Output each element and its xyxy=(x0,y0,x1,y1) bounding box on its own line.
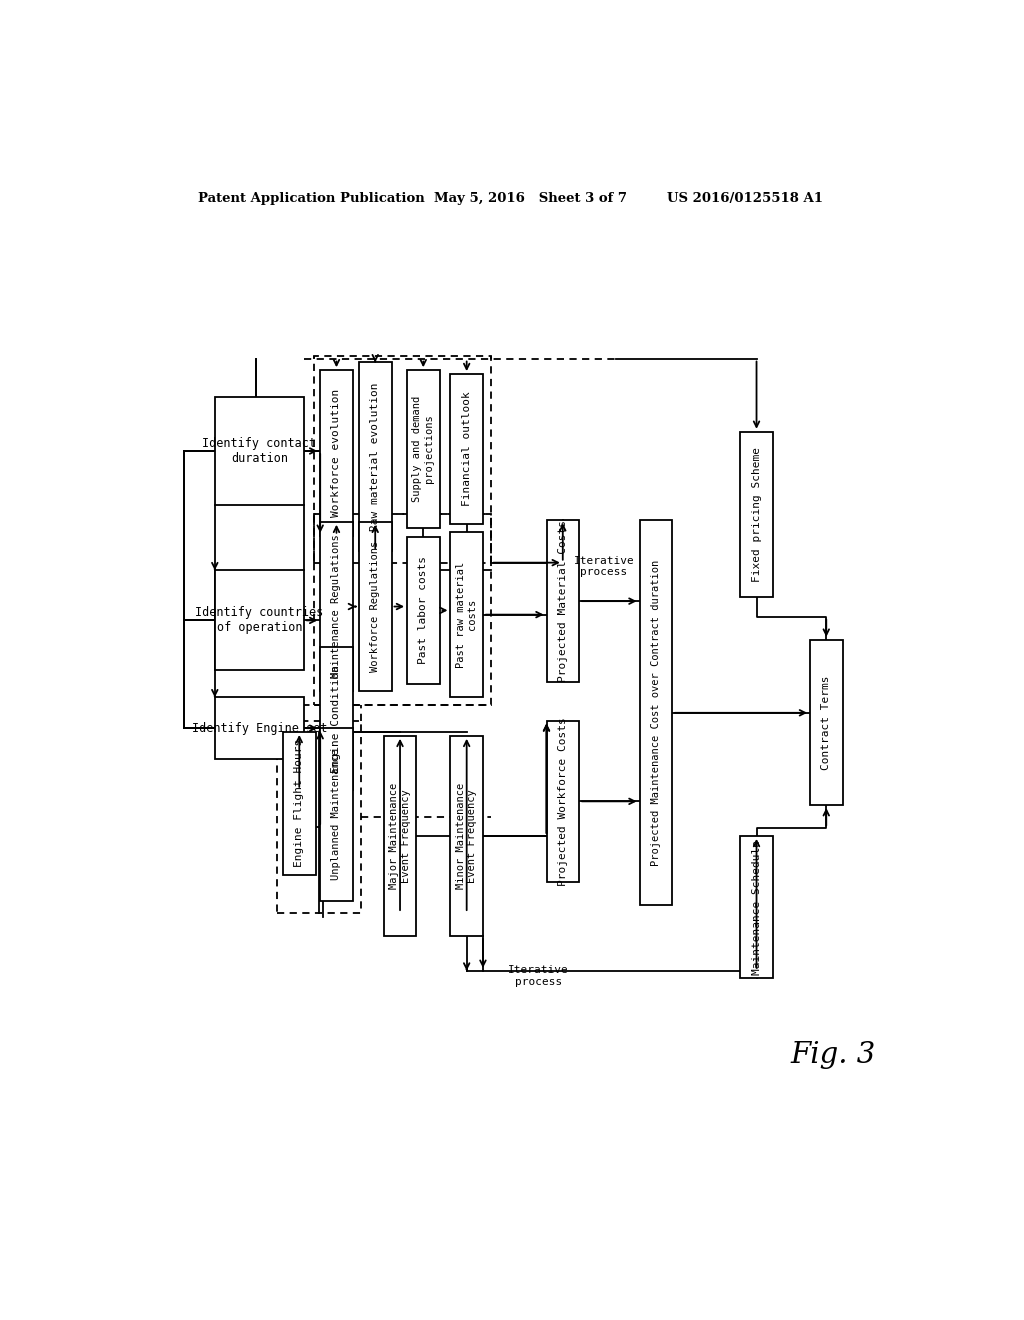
Text: Projected Workforce Costs: Projected Workforce Costs xyxy=(558,717,567,886)
Bar xyxy=(215,697,304,759)
Text: Identify Engine set: Identify Engine set xyxy=(191,722,327,735)
Text: Iterative
process: Iterative process xyxy=(573,556,634,577)
Text: Projected Material Costs: Projected Material Costs xyxy=(558,520,567,682)
Bar xyxy=(359,521,391,692)
Text: Supply and demand
projections: Supply and demand projections xyxy=(413,396,434,502)
Text: Maintenance Schedule: Maintenance Schedule xyxy=(752,840,762,974)
Text: Major Maintenance
Event Frequency: Major Maintenance Event Frequency xyxy=(389,783,411,890)
Bar xyxy=(321,370,352,536)
Text: Contract Terms: Contract Terms xyxy=(821,675,831,770)
Bar xyxy=(314,515,490,705)
Text: Iterative
process: Iterative process xyxy=(508,965,569,987)
Text: US 2016/0125518 A1: US 2016/0125518 A1 xyxy=(667,191,822,205)
Bar xyxy=(276,721,360,913)
Text: Identify countries
of operation: Identify countries of operation xyxy=(196,606,324,635)
Bar xyxy=(451,374,483,524)
Bar xyxy=(547,520,579,682)
Bar xyxy=(283,733,315,875)
Bar xyxy=(321,521,352,692)
Bar xyxy=(451,737,483,936)
Bar xyxy=(321,647,352,789)
Bar xyxy=(810,640,843,805)
Bar xyxy=(407,537,439,684)
Bar xyxy=(740,836,773,978)
Bar xyxy=(321,729,352,902)
Text: Patent Application Publication: Patent Application Publication xyxy=(198,191,425,205)
Bar xyxy=(215,397,304,506)
Text: Engine Flight Hours: Engine Flight Hours xyxy=(294,739,304,867)
Bar xyxy=(740,432,773,598)
Text: Engine Condition: Engine Condition xyxy=(332,664,341,772)
Bar xyxy=(451,532,483,697)
Bar xyxy=(547,721,579,882)
Text: Fixed pricing Scheme: Fixed pricing Scheme xyxy=(752,447,762,582)
Text: Identify contact
duration: Identify contact duration xyxy=(203,437,316,465)
Bar xyxy=(215,570,304,671)
Bar xyxy=(314,356,490,562)
Text: Projected Maintenance Cost over Contract duration: Projected Maintenance Cost over Contract… xyxy=(651,560,660,866)
Text: Unplanned Maintenance: Unplanned Maintenance xyxy=(332,750,341,880)
Text: May 5, 2016   Sheet 3 of 7: May 5, 2016 Sheet 3 of 7 xyxy=(434,191,627,205)
Bar xyxy=(407,370,439,528)
Bar xyxy=(384,737,417,936)
Text: Minor Maintenance
Event Frequency: Minor Maintenance Event Frequency xyxy=(456,783,477,890)
Text: Financial outlook: Financial outlook xyxy=(462,392,472,507)
Bar xyxy=(359,363,391,552)
Text: Past labor costs: Past labor costs xyxy=(418,557,428,664)
Text: Fig. 3: Fig. 3 xyxy=(791,1041,876,1069)
Bar xyxy=(640,520,672,906)
Text: Workforce evolution: Workforce evolution xyxy=(332,389,341,517)
Text: Raw material evolution: Raw material evolution xyxy=(371,383,380,531)
Text: Workforce Regulations: Workforce Regulations xyxy=(371,541,380,672)
Text: Past raw material
costs: Past raw material costs xyxy=(456,561,477,668)
Text: Maintenance Regulations: Maintenance Regulations xyxy=(332,535,341,678)
